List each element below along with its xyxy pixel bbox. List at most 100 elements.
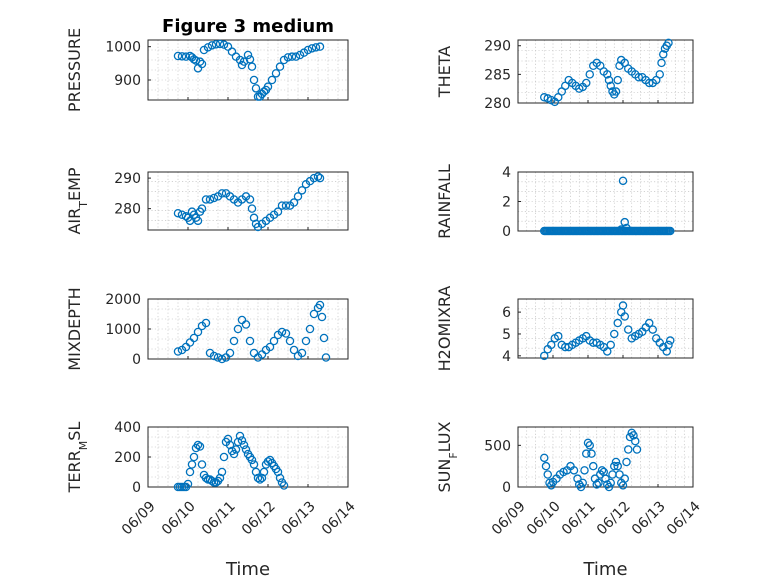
x-axis-label: Time bbox=[582, 559, 627, 580]
data-point bbox=[237, 315, 247, 325]
y-tick-label: 4 bbox=[502, 165, 511, 181]
y-axis-label: TERRMSL bbox=[65, 422, 90, 494]
data-point bbox=[265, 342, 275, 352]
data-point bbox=[267, 75, 277, 85]
data-point bbox=[269, 336, 279, 346]
data-point bbox=[189, 452, 199, 462]
data-point bbox=[197, 59, 207, 69]
data-point bbox=[664, 38, 673, 48]
y-tick-label: 400 bbox=[114, 420, 141, 436]
data-point bbox=[580, 466, 589, 475]
y-tick-label: 500 bbox=[484, 438, 511, 454]
y-tick-label: 280 bbox=[484, 96, 511, 112]
data-point bbox=[219, 452, 229, 462]
data-point bbox=[173, 51, 183, 61]
data-point bbox=[277, 327, 287, 337]
data-point bbox=[173, 347, 183, 356]
data-point bbox=[235, 431, 245, 441]
data-point bbox=[303, 45, 313, 55]
y-tick-label: 280 bbox=[114, 202, 141, 218]
data-point bbox=[215, 39, 225, 49]
chart-panel-6: 4 5 6 H2OMIXRA bbox=[435, 286, 694, 372]
x-tick-label: 06/13 bbox=[279, 498, 319, 538]
chart-panel-4: 0 2 4 RAINFALL bbox=[435, 164, 694, 240]
axes-box bbox=[147, 171, 349, 231]
data-point bbox=[285, 336, 295, 346]
data-point bbox=[273, 207, 283, 216]
data-point bbox=[613, 461, 623, 471]
data-point bbox=[305, 324, 315, 334]
data-point bbox=[213, 353, 223, 362]
y-axis-label: AIRTEMP bbox=[65, 167, 90, 234]
data-point bbox=[283, 53, 293, 62]
chart-panel-7: 0 200 400 06/09 06/10 06/11 06/12 06/13 06/14 Tim… bbox=[65, 420, 359, 580]
data-point bbox=[541, 461, 551, 471]
chart-panel-3: 280 290 AIRTEMP bbox=[65, 167, 349, 235]
data-point bbox=[211, 40, 221, 49]
y-tick-label: 2 bbox=[502, 195, 511, 211]
data-point bbox=[183, 479, 193, 489]
data-point bbox=[554, 331, 563, 341]
data-point bbox=[573, 474, 582, 483]
data-point bbox=[241, 320, 251, 329]
data-point bbox=[291, 52, 301, 61]
data-point bbox=[585, 441, 595, 450]
data-point bbox=[189, 333, 199, 343]
data-point bbox=[608, 470, 617, 479]
data-point bbox=[620, 312, 630, 321]
data-point bbox=[287, 52, 297, 61]
data-point bbox=[201, 318, 211, 328]
data-point bbox=[606, 478, 616, 488]
data-point bbox=[289, 198, 299, 207]
data-point bbox=[648, 325, 658, 334]
y-axis-label: MIXDEPTH bbox=[65, 287, 84, 370]
data-point bbox=[263, 457, 273, 466]
chart-panel-5: 0 1000 2000 MIXDEPTH bbox=[65, 287, 349, 371]
x-tick-label: 06/09 bbox=[489, 498, 529, 538]
data-point bbox=[217, 354, 227, 364]
data-point bbox=[185, 467, 195, 477]
x-tick-label: 06/11 bbox=[559, 498, 599, 538]
data-point bbox=[587, 449, 596, 458]
data-point bbox=[181, 52, 191, 61]
data-point bbox=[207, 476, 217, 486]
data-point bbox=[311, 43, 321, 52]
data-point bbox=[197, 204, 207, 213]
data-point bbox=[618, 176, 628, 186]
data-point bbox=[601, 474, 610, 483]
data-point bbox=[249, 75, 259, 85]
data-point bbox=[233, 324, 243, 334]
data-point bbox=[309, 173, 319, 183]
axes-box bbox=[517, 171, 694, 232]
data-point bbox=[582, 78, 591, 88]
data-point bbox=[241, 445, 251, 454]
data-point bbox=[247, 455, 257, 465]
data-point bbox=[583, 438, 593, 448]
x-tick-label: 06/10 bbox=[524, 498, 564, 538]
data-point bbox=[243, 50, 253, 60]
y-axis-label: PRESSURE bbox=[65, 28, 84, 112]
x-tick-label: 06/10 bbox=[159, 498, 199, 538]
y-tick-label: 2000 bbox=[105, 292, 141, 308]
data-point bbox=[193, 216, 203, 226]
data-point bbox=[209, 351, 219, 361]
data-point bbox=[627, 428, 637, 438]
x-axis-label: Time bbox=[225, 559, 270, 580]
data-point bbox=[245, 336, 255, 346]
data-point bbox=[319, 333, 329, 343]
data-point bbox=[545, 478, 554, 488]
data-point bbox=[229, 449, 239, 459]
data-point bbox=[245, 195, 255, 204]
data-point bbox=[622, 223, 631, 233]
data-point bbox=[259, 467, 269, 477]
data-point bbox=[313, 172, 323, 181]
data-point bbox=[247, 204, 257, 213]
x-tick-label: 06/09 bbox=[119, 498, 159, 538]
y-axis-label: H2OMIXRA bbox=[435, 286, 454, 372]
data-point bbox=[618, 301, 628, 310]
data-point bbox=[225, 348, 235, 358]
data-point bbox=[659, 50, 668, 59]
data-point bbox=[547, 340, 556, 350]
data-point bbox=[317, 312, 327, 322]
